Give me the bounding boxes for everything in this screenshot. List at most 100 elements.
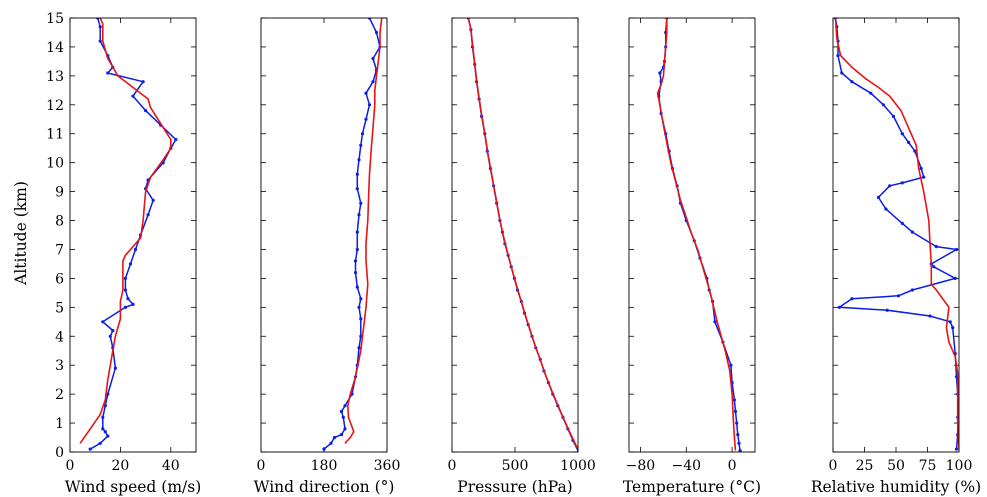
data-point (106, 71, 110, 75)
data-point (357, 213, 361, 217)
data-point (322, 447, 326, 451)
data-point (131, 302, 135, 306)
series-model-line (79, 18, 172, 444)
x-tick-label: 75 (919, 458, 937, 474)
data-point (359, 317, 363, 321)
x-axis-label: Relative humidity (%) (811, 478, 981, 496)
series-observed (88, 18, 178, 451)
data-point (850, 297, 854, 301)
data-point (371, 80, 375, 84)
data-point (900, 132, 904, 136)
data-point (174, 137, 178, 142)
data-point (106, 434, 110, 438)
plot-frame (260, 17, 388, 453)
series-model (344, 18, 383, 444)
data-point (932, 265, 936, 269)
series-model-line (656, 18, 737, 451)
data-point (151, 198, 155, 202)
y-tick-label: 5 (55, 300, 64, 316)
data-point (954, 247, 959, 252)
data-point (896, 294, 901, 298)
data-point (953, 276, 957, 280)
data-point (101, 427, 105, 431)
x-tick-label: −80 (626, 458, 656, 474)
data-point (101, 320, 105, 324)
plot-frame (69, 17, 197, 453)
x-axis-label: Pressure (hPa) (457, 478, 572, 496)
chart-panel-4: −80 −40 0 Temperature (°C) (623, 17, 761, 496)
x-tick-label: 0 (448, 458, 457, 474)
data-point (836, 54, 840, 58)
series-model (656, 18, 737, 451)
y-tick-label: 13 (46, 69, 64, 85)
x-tick-label: 1000 (560, 458, 596, 474)
y-tick-label: 10 (46, 156, 64, 172)
series-observed (466, 18, 578, 452)
data-point (737, 441, 741, 445)
series-observed (833, 18, 959, 451)
x-tick-label: 40 (162, 458, 180, 474)
data-point (876, 195, 881, 199)
x-tick-label: 0 (728, 458, 737, 474)
data-point (329, 441, 333, 445)
x-tick-label: 500 (502, 458, 529, 474)
data-point (355, 187, 359, 191)
series-observed (657, 18, 742, 452)
x-tick-label: 0 (829, 458, 838, 474)
data-point (359, 334, 363, 338)
data-point (108, 334, 112, 338)
data-point (126, 297, 130, 301)
data-point (355, 285, 359, 289)
data-point (128, 262, 133, 266)
data-point (907, 140, 911, 144)
x-tick-label: −40 (671, 458, 701, 474)
data-point (360, 132, 365, 136)
data-point (355, 172, 359, 176)
series-observed-line (323, 18, 381, 450)
x-tick-label: 25 (856, 458, 874, 474)
data-point (900, 221, 904, 225)
data-point (88, 447, 92, 451)
y-tick-label: 6 (55, 271, 64, 287)
data-point (850, 80, 854, 84)
data-point (713, 320, 717, 324)
data-point (910, 288, 915, 292)
data-point (948, 320, 952, 324)
series-observed-line (834, 18, 959, 450)
x-tick-label: 180 (311, 458, 338, 474)
series-observed-line (89, 18, 177, 450)
data-point (113, 366, 117, 370)
data-point (910, 230, 915, 234)
y-axis-label: Altitude (km) (12, 181, 30, 286)
data-point (374, 30, 379, 35)
data-point (123, 288, 127, 292)
x-tick-label: 360 (374, 458, 401, 474)
y-tick-label: 14 (46, 40, 64, 56)
data-point (339, 409, 344, 414)
series-observed-line (658, 18, 741, 451)
chart-panel-5: 0 25 50 75 100 Relative humidity (%) (811, 17, 981, 496)
series-model-line (834, 18, 959, 450)
data-point (98, 25, 102, 29)
data-point (111, 328, 115, 333)
data-point (357, 305, 361, 309)
data-point (343, 427, 347, 431)
x-tick-label: 20 (111, 458, 129, 474)
data-point (891, 114, 896, 118)
y-tick-label: 4 (55, 329, 64, 345)
chart-panel-3: 0 500 1000 Pressure (hPa) (448, 17, 596, 496)
data-point (735, 421, 739, 425)
series-model-line (467, 18, 578, 452)
y-tick-label: 9 (55, 185, 64, 201)
data-point (106, 392, 110, 396)
data-point (101, 415, 105, 419)
series-observed (322, 18, 382, 451)
data-point (881, 103, 886, 107)
plot-frame (832, 17, 960, 453)
plot-frame (451, 17, 579, 453)
y-tick-label: 2 (55, 387, 64, 403)
y-tick-label: 3 (55, 358, 64, 374)
data-point (888, 184, 892, 188)
data-point (332, 435, 337, 440)
data-point (98, 39, 102, 43)
